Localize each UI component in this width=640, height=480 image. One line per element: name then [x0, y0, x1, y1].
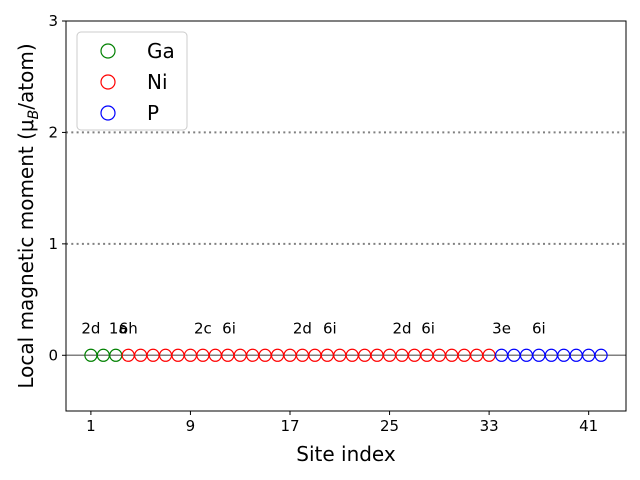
x-tick-label-41: 41 — [579, 417, 598, 435]
marker-p-42 — [594, 348, 608, 362]
legend: Ga Ni P — [76, 31, 188, 131]
y-axis-label-subscript: B — [26, 110, 42, 120]
y-axis-label: Local magnetic moment (μB/atom) — [14, 43, 42, 388]
site-label-7: 2d — [392, 319, 411, 337]
x-axis-label: Site index — [296, 442, 396, 466]
legend-marker-ga — [100, 43, 116, 59]
legend-marker-p — [100, 105, 116, 121]
plot-frame — [65, 20, 627, 412]
x-tick-label-1: 1 — [86, 417, 96, 435]
y-axis-label-rest: /atom) — [14, 43, 38, 109]
legend-marker-ni — [100, 74, 116, 90]
site-label-9: 3e — [492, 319, 511, 337]
legend-label-ni: Ni — [147, 70, 168, 94]
site-label-5: 2d — [293, 319, 312, 337]
site-label-8: 6i — [421, 319, 435, 337]
site-label-10: 6i — [532, 319, 546, 337]
y-tick-label-3: 3 — [48, 12, 58, 30]
site-label-4: 6i — [222, 319, 236, 337]
site-label-1: 1a — [109, 319, 128, 337]
y-tick-label-0: 0 — [48, 346, 58, 364]
x-tick-label-9: 9 — [186, 417, 196, 435]
site-label-0: 2d — [81, 319, 100, 337]
legend-label-p: P — [147, 101, 159, 125]
site-label-2: 6h — [119, 319, 138, 337]
legend-label-ga: Ga — [147, 39, 175, 63]
y-tick-label-1: 1 — [48, 235, 58, 253]
site-label-6: 6i — [323, 319, 337, 337]
x-tick-label-25: 25 — [380, 417, 399, 435]
x-tick-label-17: 17 — [280, 417, 299, 435]
x-tick-label-33: 33 — [480, 417, 499, 435]
site-label-3: 2c — [194, 319, 212, 337]
y-tick-label-2: 2 — [48, 123, 58, 141]
